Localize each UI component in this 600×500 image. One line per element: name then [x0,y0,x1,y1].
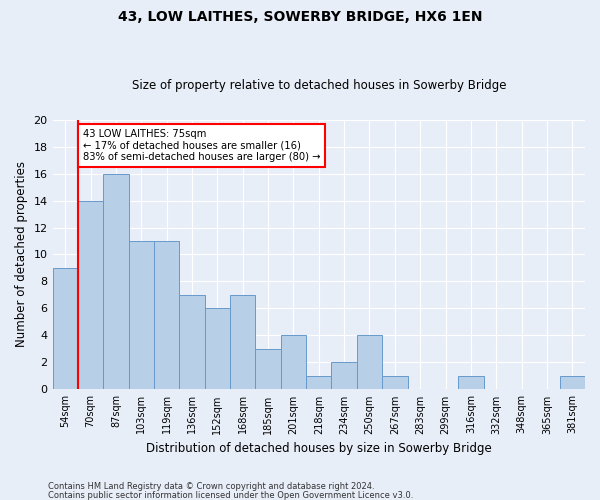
Text: 43 LOW LAITHES: 75sqm
← 17% of detached houses are smaller (16)
83% of semi-deta: 43 LOW LAITHES: 75sqm ← 17% of detached … [83,129,320,162]
Bar [357,336,382,390]
Text: Contains HM Land Registry data © Crown copyright and database right 2024.: Contains HM Land Registry data © Crown c… [48,482,374,491]
Text: 43, LOW LAITHES, SOWERBY BRIDGE, HX6 1EN: 43, LOW LAITHES, SOWERBY BRIDGE, HX6 1EN [118,10,482,24]
Bar [179,295,205,390]
X-axis label: Distribution of detached houses by size in Sowerby Bridge: Distribution of detached houses by size … [146,442,491,455]
Bar [306,376,331,390]
Bar [128,241,154,390]
Bar [205,308,230,390]
Bar [458,376,484,390]
Text: Contains public sector information licensed under the Open Government Licence v3: Contains public sector information licen… [48,490,413,500]
Bar [331,362,357,390]
Bar [560,376,585,390]
Bar [230,295,256,390]
Bar [382,376,407,390]
Bar [78,200,103,390]
Y-axis label: Number of detached properties: Number of detached properties [15,162,28,348]
Bar [154,241,179,390]
Bar [103,174,128,390]
Bar [53,268,78,390]
Bar [281,336,306,390]
Title: Size of property relative to detached houses in Sowerby Bridge: Size of property relative to detached ho… [131,79,506,92]
Bar [256,349,281,390]
